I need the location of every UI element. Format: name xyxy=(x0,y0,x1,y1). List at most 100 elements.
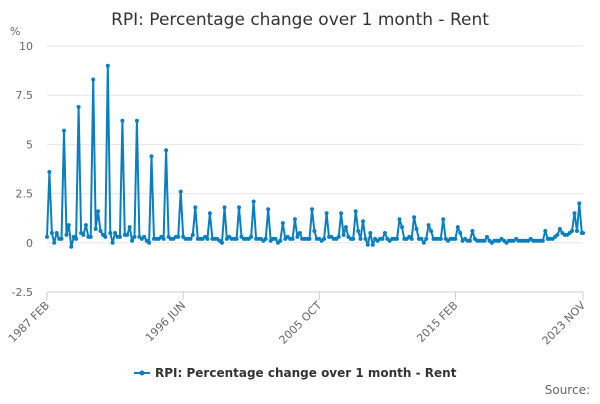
data-point[interactable] xyxy=(130,238,135,243)
data-point[interactable] xyxy=(132,234,137,239)
data-point[interactable] xyxy=(74,236,79,241)
data-point[interactable] xyxy=(234,236,239,241)
data-point[interactable] xyxy=(188,236,193,241)
data-point[interactable] xyxy=(237,205,241,210)
data-point[interactable] xyxy=(66,223,71,228)
data-point[interactable] xyxy=(278,238,283,243)
data-point[interactable] xyxy=(93,227,98,231)
data-point[interactable] xyxy=(178,189,183,194)
data-point[interactable] xyxy=(125,232,130,237)
data-point[interactable] xyxy=(110,240,115,245)
data-point[interactable] xyxy=(368,231,373,235)
data-point[interactable] xyxy=(310,207,314,212)
data-point[interactable] xyxy=(322,236,327,241)
data-point[interactable] xyxy=(103,234,108,239)
data-point[interactable] xyxy=(312,229,317,233)
data-point[interactable] xyxy=(292,217,297,222)
data-point[interactable] xyxy=(453,236,458,241)
data-point[interactable] xyxy=(81,232,86,237)
data-point[interactable] xyxy=(470,229,475,233)
data-point[interactable] xyxy=(351,236,356,241)
data-point[interactable] xyxy=(397,217,402,222)
data-point[interactable] xyxy=(251,199,256,204)
data-point[interactable] xyxy=(207,211,212,216)
data-point[interactable] xyxy=(419,236,424,241)
data-point[interactable] xyxy=(455,225,460,230)
data-point[interactable] xyxy=(222,205,227,210)
data-point[interactable] xyxy=(570,229,574,233)
data-point[interactable] xyxy=(176,234,181,239)
data-point[interactable] xyxy=(45,234,49,239)
data-point[interactable] xyxy=(220,240,224,245)
data-point[interactable] xyxy=(380,236,385,241)
data-point[interactable] xyxy=(424,236,429,241)
data-point[interactable] xyxy=(108,231,113,235)
data-point[interactable] xyxy=(147,240,152,245)
data-point[interactable] xyxy=(76,105,81,109)
data-point[interactable] xyxy=(382,231,387,235)
data-point[interactable] xyxy=(409,236,414,241)
data-point[interactable] xyxy=(540,238,545,243)
data-point[interactable] xyxy=(161,236,166,241)
data-point[interactable] xyxy=(370,242,375,247)
data-point[interactable] xyxy=(400,225,404,230)
data-point[interactable] xyxy=(429,229,434,233)
data-point[interactable] xyxy=(69,244,74,249)
data-point[interactable] xyxy=(577,201,582,206)
data-point[interactable] xyxy=(395,236,399,241)
data-point[interactable] xyxy=(575,229,579,233)
data-point[interactable] xyxy=(59,236,64,241)
data-point[interactable] xyxy=(83,223,88,228)
data-point[interactable] xyxy=(142,234,147,239)
data-point[interactable] xyxy=(120,118,125,123)
data-point[interactable] xyxy=(358,236,363,241)
data-point[interactable] xyxy=(363,236,368,241)
data-point[interactable] xyxy=(297,231,302,235)
data-point[interactable] xyxy=(290,236,295,241)
data-point[interactable] xyxy=(339,211,344,216)
data-point[interactable] xyxy=(353,209,358,214)
data-point[interactable] xyxy=(356,229,361,233)
data-point[interactable] xyxy=(149,154,154,159)
data-point[interactable] xyxy=(555,232,560,237)
data-point[interactable] xyxy=(64,232,69,237)
data-point[interactable] xyxy=(581,231,585,235)
data-point[interactable] xyxy=(54,231,59,235)
data-point[interactable] xyxy=(482,238,487,243)
data-point[interactable] xyxy=(49,231,54,235)
data-point[interactable] xyxy=(193,205,198,210)
data-point[interactable] xyxy=(336,234,341,239)
data-point[interactable] xyxy=(307,236,312,241)
data-point[interactable] xyxy=(134,118,139,123)
data-point[interactable] xyxy=(343,225,348,230)
data-point[interactable] xyxy=(127,225,132,230)
data-point[interactable] xyxy=(426,223,431,228)
data-point[interactable] xyxy=(52,240,57,245)
data-point[interactable] xyxy=(485,234,489,239)
data-point[interactable] xyxy=(105,63,110,68)
data-point[interactable] xyxy=(266,207,271,212)
data-point[interactable] xyxy=(280,221,285,226)
data-point[interactable] xyxy=(190,232,195,237)
data-point[interactable] xyxy=(572,211,577,216)
data-point[interactable] xyxy=(421,240,426,245)
data-point[interactable] xyxy=(365,242,370,247)
data-point[interactable] xyxy=(205,236,210,241)
data-point[interactable] xyxy=(361,219,365,224)
data-point[interactable] xyxy=(98,229,103,233)
data-point[interactable] xyxy=(62,128,66,133)
data-point[interactable] xyxy=(557,227,562,231)
data-point[interactable] xyxy=(458,231,463,235)
data-point[interactable] xyxy=(47,170,52,174)
data-point[interactable] xyxy=(88,234,93,239)
data-point[interactable] xyxy=(467,238,472,243)
data-point[interactable] xyxy=(113,231,118,235)
data-point[interactable] xyxy=(117,234,122,239)
data-point[interactable] xyxy=(341,232,346,237)
data-point[interactable] xyxy=(543,229,548,233)
data-point[interactable] xyxy=(249,234,254,239)
legend[interactable]: RPI: Percentage change over 1 month - Re… xyxy=(134,366,457,380)
data-point[interactable] xyxy=(263,236,268,241)
data-point[interactable] xyxy=(91,77,96,82)
data-point[interactable] xyxy=(412,215,417,220)
